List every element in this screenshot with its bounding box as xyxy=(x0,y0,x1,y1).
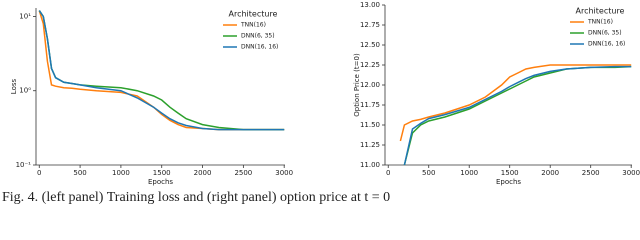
y-tick-label: 11.75 xyxy=(360,101,380,109)
x-tick-label: 3000 xyxy=(622,169,640,177)
figure: 0 500 1000 1500 2000 2500 3000 10⁻¹ 10⁰ 10¹ Epochs… xyxy=(2,1,640,205)
y-tick-label: 11.25 xyxy=(360,141,380,149)
y-tick-label: 11.50 xyxy=(360,121,380,129)
y-tick-label: 10⁻¹ xyxy=(16,161,32,169)
x-tick-label: 0 xyxy=(386,169,390,177)
x-axis-label: Epochs xyxy=(148,178,173,186)
y-tick-label: 13.00 xyxy=(360,1,380,9)
y-tick-label: 12.75 xyxy=(360,21,380,29)
x-axis-label: Epochs xyxy=(496,178,521,186)
x-tick-label: 2500 xyxy=(582,169,600,177)
y-axis-label: Loss xyxy=(10,78,18,94)
legend-label: DNN(16, 16) xyxy=(241,44,278,51)
legend-title: Architecture xyxy=(229,10,278,19)
legend-label: DNN(6, 35) xyxy=(588,30,622,37)
x-tick-label: 3000 xyxy=(275,169,293,177)
x-tick-label: 500 xyxy=(422,169,435,177)
y-tick-label: 10¹ xyxy=(19,12,31,20)
caption: Fig. 4. (left panel) Training loss and (… xyxy=(2,190,391,205)
x-tick-label: 2000 xyxy=(194,169,212,177)
charts: 0 500 1000 1500 2000 2500 3000 10⁻¹ 10⁰ 10¹ Epochs… xyxy=(10,1,640,186)
series-line xyxy=(403,65,632,165)
x-tick-label: 1000 xyxy=(112,169,130,177)
x-tick-label: 500 xyxy=(73,169,86,177)
series-line xyxy=(38,10,285,131)
x-tick-label: 1500 xyxy=(153,169,171,177)
y-axis-label: Option Price (t=0) xyxy=(353,53,361,117)
x-tick-label: 1500 xyxy=(501,169,519,177)
legend-label: DNN(6, 35) xyxy=(241,33,275,40)
y-tick-label: 12.00 xyxy=(360,81,380,89)
legend-label: TNN(16) xyxy=(587,19,613,26)
x-tick-label: 0 xyxy=(37,169,41,177)
legend-label: DNN(16, 16) xyxy=(588,41,625,48)
y-tick-label: 12.50 xyxy=(360,41,380,49)
y-tick-label: 12.25 xyxy=(360,61,380,69)
legend-title: Architecture xyxy=(576,7,625,16)
y-tick-label: 10⁰ xyxy=(19,87,31,95)
series-line xyxy=(399,64,632,142)
legend-label: TNN(16) xyxy=(240,22,266,29)
x-tick-label: 2500 xyxy=(234,169,252,177)
x-tick-label: 1000 xyxy=(460,169,478,177)
x-tick-label: 2000 xyxy=(541,169,559,177)
y-tick-label: 11.00 xyxy=(360,161,380,169)
